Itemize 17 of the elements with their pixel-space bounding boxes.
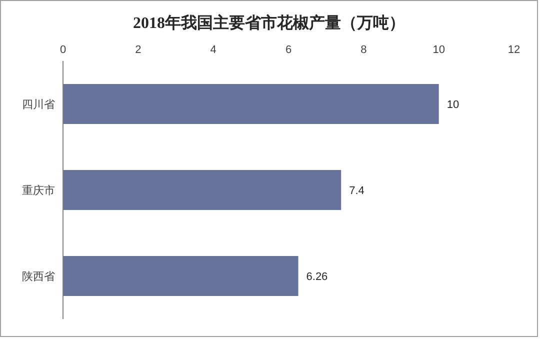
x-tick-label: 2 bbox=[135, 44, 142, 56]
x-tick-label: 0 bbox=[60, 44, 66, 56]
data-label: 10 bbox=[446, 98, 460, 111]
x-tick-label: 12 bbox=[508, 44, 520, 56]
bar bbox=[63, 170, 342, 210]
x-tick-label: 6 bbox=[285, 44, 292, 56]
y-tick-label: 陕西省 bbox=[22, 270, 55, 283]
y-tick-label: 四川省 bbox=[22, 98, 55, 111]
data-label: 6.26 bbox=[306, 270, 328, 283]
chart-title: 2018年我国主要省市花椒产量（万吨） bbox=[132, 13, 406, 34]
x-tick-label: 8 bbox=[360, 44, 367, 56]
y-tick-label: 重庆市 bbox=[22, 184, 55, 197]
bar bbox=[63, 84, 439, 124]
x-tick-label: 10 bbox=[432, 44, 445, 56]
bar bbox=[63, 256, 298, 296]
x-tick-label: 4 bbox=[210, 44, 216, 56]
data-label: 7.4 bbox=[349, 184, 364, 197]
